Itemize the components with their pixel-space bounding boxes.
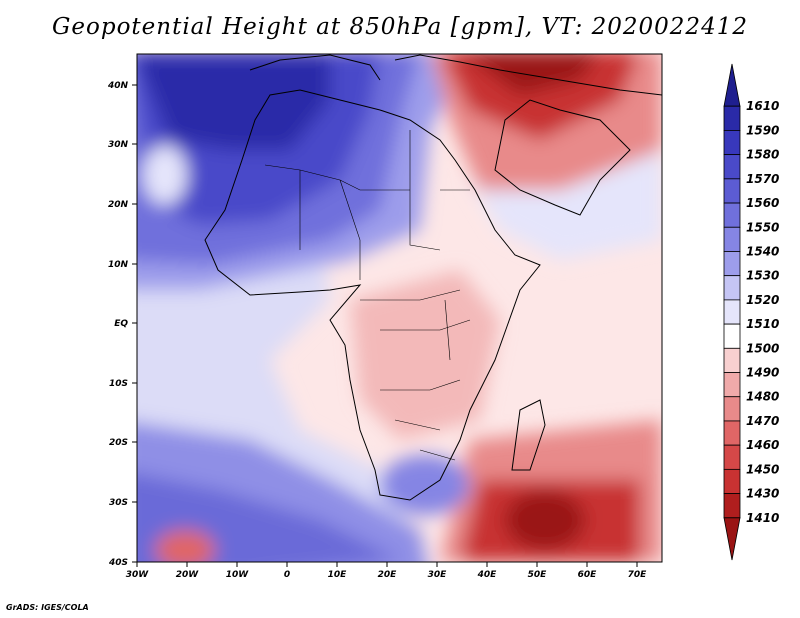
coastlines bbox=[204, 54, 662, 501]
colorbar-cell bbox=[723, 63, 741, 107]
lon-label: 40E bbox=[477, 570, 498, 580]
colorbar-level-label: 1450 bbox=[746, 462, 779, 476]
north-coastline bbox=[394, 54, 662, 96]
arabia-coastline bbox=[494, 99, 631, 216]
lon-label: 60E bbox=[578, 570, 598, 580]
colorbar-cell bbox=[723, 493, 741, 519]
lon-label: 20E bbox=[378, 570, 398, 580]
lat-label: 20S bbox=[109, 438, 128, 448]
lon-label: 50E bbox=[528, 570, 548, 580]
lat-label: 10S bbox=[109, 379, 128, 389]
lat-label: 30N bbox=[108, 140, 129, 150]
height-field bbox=[137, 54, 662, 562]
lon-label: 10E bbox=[328, 570, 348, 580]
colorbar: 1610 1590 1580 1570 1560 1550 1540 1530 1520 1510… bbox=[723, 63, 779, 561]
colorbar-cell bbox=[723, 444, 741, 470]
colorbar-level-label: 1410 bbox=[746, 511, 779, 525]
colorbar-level-label: 1430 bbox=[746, 487, 779, 501]
colorbar-cell bbox=[723, 130, 741, 156]
colorbar-level-label: 1570 bbox=[746, 172, 779, 186]
colorbar-cell bbox=[723, 323, 741, 349]
colorbar-cell bbox=[723, 396, 741, 422]
colorbar-level-label: 1500 bbox=[746, 341, 779, 355]
lat-label: 30S bbox=[109, 498, 128, 508]
colorbar-level-label: 1550 bbox=[746, 220, 779, 234]
colorbar-cell bbox=[723, 251, 741, 277]
country-borders bbox=[264, 130, 471, 461]
colorbar-cell bbox=[723, 154, 741, 180]
lon-label: 20W bbox=[176, 570, 200, 580]
colorbar-level-label: 1560 bbox=[746, 196, 779, 210]
colorbar-level-label: 1520 bbox=[746, 293, 779, 307]
colorbar-level-label: 1540 bbox=[746, 244, 779, 258]
colorbar-cell bbox=[723, 347, 741, 373]
colorbar-cell bbox=[723, 105, 741, 131]
africa-coastline bbox=[204, 89, 541, 501]
lon-label: 10W bbox=[226, 570, 250, 580]
map-title: Geopotential Height at 850hPa [gpm], VT:… bbox=[52, 14, 748, 40]
colorbar-level-label: 1490 bbox=[746, 366, 779, 380]
lon-label: 70E bbox=[628, 570, 648, 580]
colorbar-cell bbox=[723, 372, 741, 398]
plot-frame bbox=[136, 53, 663, 563]
madagascar-coastline bbox=[511, 399, 546, 471]
colorbar-cell bbox=[723, 468, 741, 494]
colorbar-level-label: 1580 bbox=[746, 148, 779, 162]
colorbar-level-label: 1460 bbox=[746, 438, 779, 452]
colorbar-cell bbox=[723, 226, 741, 252]
lon-label: 0 bbox=[284, 570, 290, 580]
colorbar-cell bbox=[723, 202, 741, 228]
mediterranean-coastline bbox=[249, 54, 381, 81]
colorbar-level-label: 1610 bbox=[746, 99, 779, 113]
colorbar-level-label: 1510 bbox=[746, 317, 779, 331]
latitude-axis: 40N 30N 20N 10N EQ 10S 20S 30S 40S bbox=[107, 81, 137, 568]
grads-credit: GrADS: IGES/COLA bbox=[6, 603, 89, 612]
lon-label: 30W bbox=[126, 570, 150, 580]
colorbar-cell bbox=[723, 275, 741, 301]
colorbar-level-label: 1480 bbox=[746, 390, 779, 404]
colorbar-cell bbox=[723, 178, 741, 204]
colorbar-level-label: 1530 bbox=[746, 269, 779, 283]
colorbar-level-label: 1470 bbox=[746, 414, 779, 428]
colorbar-cell bbox=[723, 420, 741, 446]
colorbar-level-label: 1590 bbox=[746, 123, 779, 137]
lat-label: 20N bbox=[108, 200, 129, 210]
lat-label: 40N bbox=[107, 81, 129, 91]
colorbar-cell bbox=[723, 517, 741, 561]
lat-label: 10N bbox=[108, 260, 129, 270]
lat-label: EQ bbox=[114, 319, 128, 329]
lon-label: 30E bbox=[428, 570, 448, 580]
longitude-axis: 30W 20W 10W 0 10E 20E 30E 40E 50E 60E 70… bbox=[126, 562, 647, 580]
lat-label: 40S bbox=[108, 558, 128, 568]
colorbar-cell bbox=[723, 299, 741, 325]
